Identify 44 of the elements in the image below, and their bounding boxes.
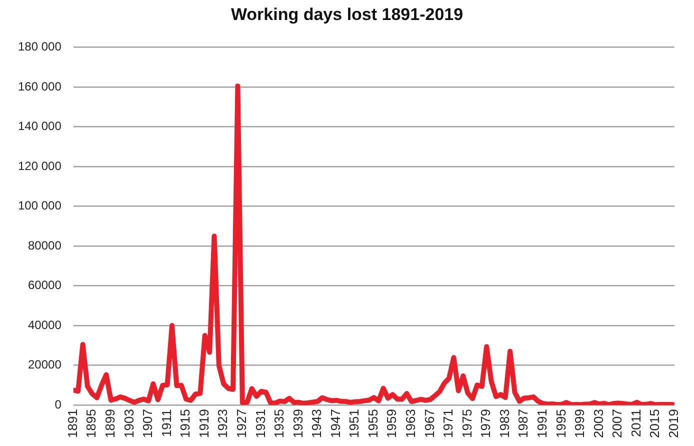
- x-tick-label: 1955: [365, 409, 380, 438]
- x-tick-label: 1943: [309, 409, 324, 438]
- x-tick-label: 1947: [328, 409, 343, 438]
- chart-title: Working days lost 1891-2019: [230, 4, 464, 26]
- x-tick-label: 1951: [346, 409, 362, 438]
- x-tick-label: 1923: [215, 409, 230, 438]
- x-tick-label: 2007: [610, 409, 625, 438]
- x-tick-label: 1895: [84, 409, 99, 438]
- x-tick-label: 1987: [516, 409, 531, 438]
- x-tick-label: 2011: [628, 409, 644, 438]
- x-tick-label: 1991: [534, 409, 550, 438]
- x-tick-label: 1963: [403, 409, 418, 438]
- x-tick-label: 1907: [140, 409, 156, 438]
- y-tick-label: 100 000: [18, 198, 62, 213]
- y-tick-label: 120 000: [18, 158, 62, 173]
- x-tick-label: 1999: [572, 409, 588, 438]
- x-tick-label: 1959: [384, 409, 400, 438]
- x-tick-label: 1903: [121, 409, 136, 438]
- y-tick-label: 180 000: [18, 40, 62, 54]
- y-tick-label: 80000: [28, 238, 62, 252]
- x-tick-label: 1939: [290, 409, 306, 438]
- y-tick-label: 20000: [28, 358, 62, 372]
- x-tick-label: 1927: [234, 409, 249, 438]
- y-tick-label: 160 000: [18, 79, 62, 94]
- y-tick-label: 60000: [28, 278, 62, 292]
- x-tick-label: 1967: [422, 409, 437, 438]
- y-tick-label: 140 000: [18, 119, 62, 134]
- x-tick-label: 1911: [158, 409, 174, 438]
- x-tick-label: 1915: [178, 409, 193, 438]
- x-tick-label: 2015: [647, 409, 662, 438]
- y-tick-label: 0: [54, 397, 62, 412]
- x-tick-label: 1935: [272, 409, 287, 438]
- x-tick-label: 2019: [666, 409, 681, 438]
- x-tick-label: 1983: [496, 409, 512, 438]
- x-tick-label: 1931: [252, 409, 268, 438]
- x-tick-label: 1899: [102, 409, 118, 438]
- x-tick-label: 1975: [459, 409, 474, 438]
- x-tick-label: 1919: [196, 409, 212, 438]
- x-tick-label: 1979: [478, 409, 494, 438]
- x-tick-label: 1971: [440, 409, 456, 438]
- x-tick-label: 1891: [64, 409, 80, 438]
- x-tick-label: 2003: [590, 409, 606, 438]
- y-tick-label: 40000: [28, 318, 62, 332]
- x-tick-label: 1995: [553, 409, 568, 438]
